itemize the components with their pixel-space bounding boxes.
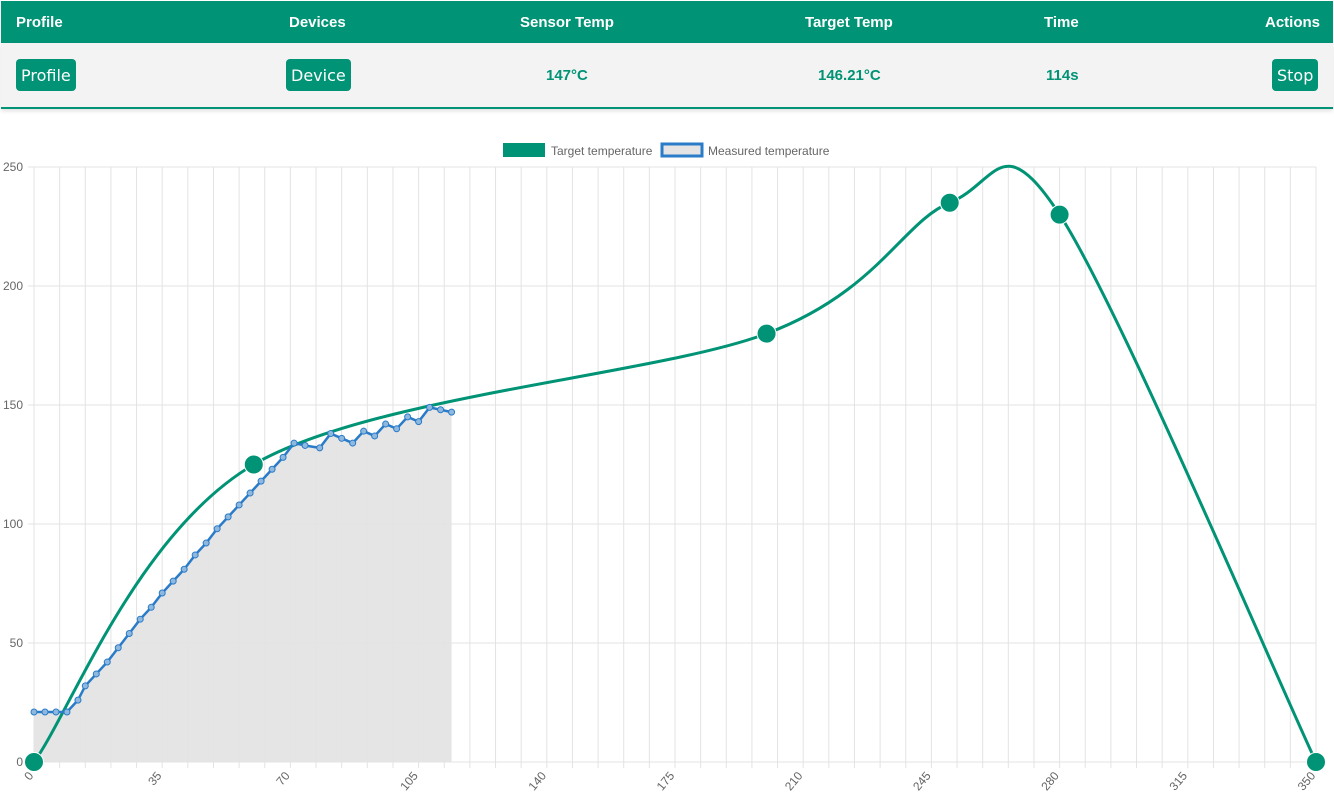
measured-temperature-point <box>290 439 298 447</box>
y-tick-label: 250 <box>3 160 23 174</box>
measured-temperature-point <box>63 708 71 716</box>
x-tick-label: 70 <box>273 769 293 788</box>
measured-temperature-point <box>415 418 423 426</box>
measured-temperature-point <box>338 434 346 442</box>
measured-temperature-point <box>147 603 155 611</box>
x-tick-label: 175 <box>654 769 678 794</box>
measured-temperature-point <box>41 708 49 716</box>
measured-temperature-point <box>393 425 401 433</box>
target-temp-header: Target Temp <box>805 13 893 31</box>
x-tick-label: 35 <box>145 769 165 788</box>
x-tick-label: 140 <box>525 769 549 794</box>
measured-temperature-point <box>257 477 265 485</box>
profile-button[interactable]: Profile <box>16 59 76 91</box>
measured-temperature-point <box>191 551 199 559</box>
measured-temperature-point <box>246 489 254 497</box>
actions-header: Actions <box>1265 13 1321 31</box>
device-button[interactable]: Device <box>286 59 351 91</box>
chart-legend: Target temperature Measured temperature <box>503 142 830 158</box>
measured-temperature-point <box>349 439 357 447</box>
measured-temperature-fill <box>34 407 452 762</box>
target-temperature-point <box>939 192 960 213</box>
actions-cell: Stop <box>1272 43 1319 107</box>
y-tick-label: 0 <box>16 755 23 769</box>
measured-temperature-point <box>279 453 287 461</box>
device-cell: Device <box>286 43 351 107</box>
x-tick-label: 210 <box>782 769 806 794</box>
measured-temperature-point <box>52 708 60 716</box>
x-tick-label: 350 <box>1295 769 1319 794</box>
measured-temperature-point <box>169 577 177 585</box>
sensor-temp-header: Sensor Temp <box>520 13 614 31</box>
measured-temperature-point <box>268 465 276 473</box>
measured-temperature-point <box>213 525 221 533</box>
sensor-temp-value: 147°C <box>546 66 588 84</box>
time-value: 114s <box>1046 66 1079 84</box>
target-temperature-point <box>1049 204 1070 225</box>
y-tick-label: 150 <box>3 398 23 412</box>
target-temperature-point <box>243 454 264 475</box>
measured-temperature-point <box>371 432 379 440</box>
profile-cell: Profile <box>16 43 76 107</box>
y-tick-label: 200 <box>3 279 23 293</box>
target-temp-value: 146.21°C <box>818 66 881 84</box>
measured-temperature-point <box>404 413 412 421</box>
target-temperature-point <box>24 752 44 772</box>
measured-temperature-point <box>301 441 309 449</box>
measured-temperature-point <box>202 539 210 547</box>
measured-temperature-point <box>180 565 188 573</box>
y-tick-label: 100 <box>3 517 23 531</box>
target-temperature-point <box>756 323 777 344</box>
profile-header: Profile <box>16 13 63 31</box>
legend-label-target: Target temperature <box>551 144 653 158</box>
status-bar: Profile Device 147°C 146.21°C 114s Stop <box>1 43 1333 109</box>
measured-temperature-point <box>74 696 82 704</box>
measured-temperature-point <box>158 589 166 597</box>
x-tick-label: 105 <box>397 769 421 794</box>
measured-temperature-point <box>316 444 324 452</box>
measured-temperature-point <box>327 430 335 438</box>
measured-temperature-point <box>437 406 445 414</box>
measured-temperature-point <box>30 708 38 716</box>
header-bar: Profile Devices Sensor Temp Target Temp … <box>1 1 1333 43</box>
legend-swatch-measured <box>660 142 704 158</box>
target-temperature-line <box>32 164 1318 763</box>
target-temperature-point <box>1306 752 1326 772</box>
legend-label-measured: Measured temperature <box>708 144 830 158</box>
measured-temperature-point <box>426 403 434 411</box>
measured-temperature-point <box>448 408 456 416</box>
measured-temperature-point <box>114 644 122 652</box>
x-tick-label: 280 <box>1038 769 1062 794</box>
time-header: Time <box>1044 13 1079 31</box>
measured-temperature-point <box>125 629 133 637</box>
measured-temperature-point <box>136 615 144 623</box>
devices-header: Devices <box>289 13 346 31</box>
measured-temperature-point <box>360 427 368 435</box>
measured-temperature-point <box>92 670 100 678</box>
stop-button[interactable]: Stop <box>1272 59 1319 91</box>
y-tick-label: 50 <box>10 636 24 650</box>
measured-temperature-point <box>224 513 232 521</box>
legend-swatch-target <box>503 143 545 157</box>
measured-temperature-point <box>103 658 111 666</box>
measured-temperature-point <box>382 420 390 428</box>
measured-temperature-point <box>235 501 243 509</box>
measured-temperature-point <box>81 682 89 690</box>
x-tick-label: 245 <box>910 769 934 794</box>
x-tick-label: 315 <box>1166 769 1190 794</box>
